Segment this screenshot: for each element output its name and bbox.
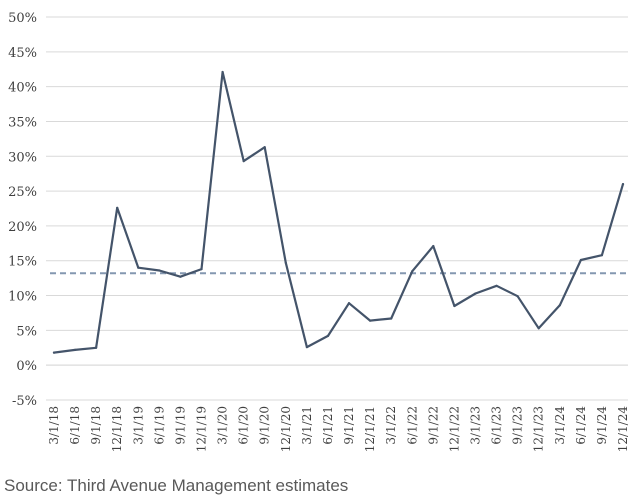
data-point bbox=[284, 261, 287, 264]
data-point bbox=[326, 334, 330, 337]
x-tick-label: 12/1/22 bbox=[447, 406, 461, 452]
data-point bbox=[453, 304, 456, 308]
data-point bbox=[158, 269, 161, 272]
data-point bbox=[347, 302, 351, 305]
data-point bbox=[621, 183, 625, 186]
data-point bbox=[52, 351, 56, 354]
x-tick-label: 3/1/22 bbox=[384, 406, 398, 445]
data-point bbox=[95, 346, 98, 349]
data-point bbox=[242, 160, 245, 163]
x-tick-label: 6/1/20 bbox=[237, 406, 251, 445]
x-tick-label: 12/1/21 bbox=[363, 406, 377, 452]
y-tick-label: 25% bbox=[8, 185, 37, 200]
x-tick-label: 3/1/20 bbox=[216, 406, 230, 445]
x-tick-label: 12/1/24 bbox=[616, 406, 630, 453]
x-tick-label: 9/1/18 bbox=[89, 406, 103, 445]
x-tick-label: 6/1/19 bbox=[152, 406, 166, 445]
y-tick-label: 30% bbox=[8, 150, 37, 165]
data-point bbox=[600, 254, 604, 257]
data-point bbox=[137, 266, 140, 269]
x-axis-ticks: 3/1/18 6/1/18 9/1/18 12/1/18 3/1/19 6/1/19 9/1… bbox=[47, 406, 630, 453]
data-point bbox=[579, 258, 583, 262]
gridlines bbox=[46, 16, 628, 401]
x-tick-label: 9/1/22 bbox=[426, 406, 440, 445]
data-point bbox=[369, 319, 372, 322]
series-line bbox=[52, 70, 625, 354]
y-tick-label: 45% bbox=[8, 46, 37, 61]
data-point bbox=[390, 317, 393, 320]
data-point bbox=[516, 295, 519, 298]
x-tick-label: 6/1/24 bbox=[574, 406, 588, 445]
data-point bbox=[537, 327, 540, 330]
x-tick-label: 3/1/24 bbox=[553, 406, 567, 445]
y-tick-label: 0% bbox=[16, 359, 37, 374]
x-tick-label: 9/1/20 bbox=[258, 406, 272, 445]
data-point bbox=[200, 268, 203, 271]
y-tick-label: 20% bbox=[8, 220, 37, 235]
x-tick-label: 9/1/19 bbox=[173, 406, 187, 445]
x-tick-label: 3/1/19 bbox=[131, 406, 145, 445]
x-tick-label: 6/1/21 bbox=[321, 406, 335, 445]
y-tick-label: -5% bbox=[12, 394, 37, 409]
data-point bbox=[432, 245, 435, 248]
x-tick-label: 12/1/23 bbox=[532, 406, 546, 452]
series bbox=[52, 70, 625, 354]
x-tick-label: 3/1/18 bbox=[47, 406, 61, 445]
data-point bbox=[116, 206, 119, 209]
x-tick-label: 3/1/21 bbox=[300, 406, 314, 445]
x-tick-label: 12/1/18 bbox=[110, 406, 124, 452]
data-point bbox=[558, 304, 561, 307]
y-tick-label: 10% bbox=[8, 290, 37, 305]
data-point bbox=[474, 292, 477, 295]
x-tick-label: 6/1/23 bbox=[490, 406, 504, 445]
x-tick-label: 6/1/18 bbox=[68, 406, 82, 445]
data-point bbox=[495, 284, 498, 287]
x-tick-label: 12/1/19 bbox=[195, 406, 209, 452]
data-point bbox=[305, 346, 308, 349]
y-axis-ticks: -5% 0% 5% 10% 15% 20% 25% 30% 35% 40% 45% 50% bbox=[8, 11, 37, 409]
data-point bbox=[74, 348, 77, 351]
data-point bbox=[411, 270, 414, 273]
x-tick-label: 9/1/24 bbox=[595, 406, 609, 445]
y-tick-label: 50% bbox=[8, 11, 37, 26]
y-tick-label: 5% bbox=[16, 324, 37, 339]
data-point bbox=[221, 70, 224, 74]
y-tick-label: 40% bbox=[8, 81, 37, 96]
x-tick-label: 12/1/20 bbox=[279, 406, 293, 452]
y-tick-label: 35% bbox=[8, 115, 37, 130]
x-tick-label: 9/1/21 bbox=[342, 406, 356, 445]
x-tick-label: 3/1/23 bbox=[468, 406, 482, 445]
source-note: Source: Third Avenue Management estimate… bbox=[4, 476, 349, 495]
x-tick-label: 9/1/23 bbox=[511, 406, 525, 445]
x-tick-label: 6/1/22 bbox=[405, 406, 419, 445]
data-point bbox=[263, 146, 266, 149]
data-point bbox=[179, 275, 182, 278]
y-tick-label: 15% bbox=[8, 255, 37, 270]
